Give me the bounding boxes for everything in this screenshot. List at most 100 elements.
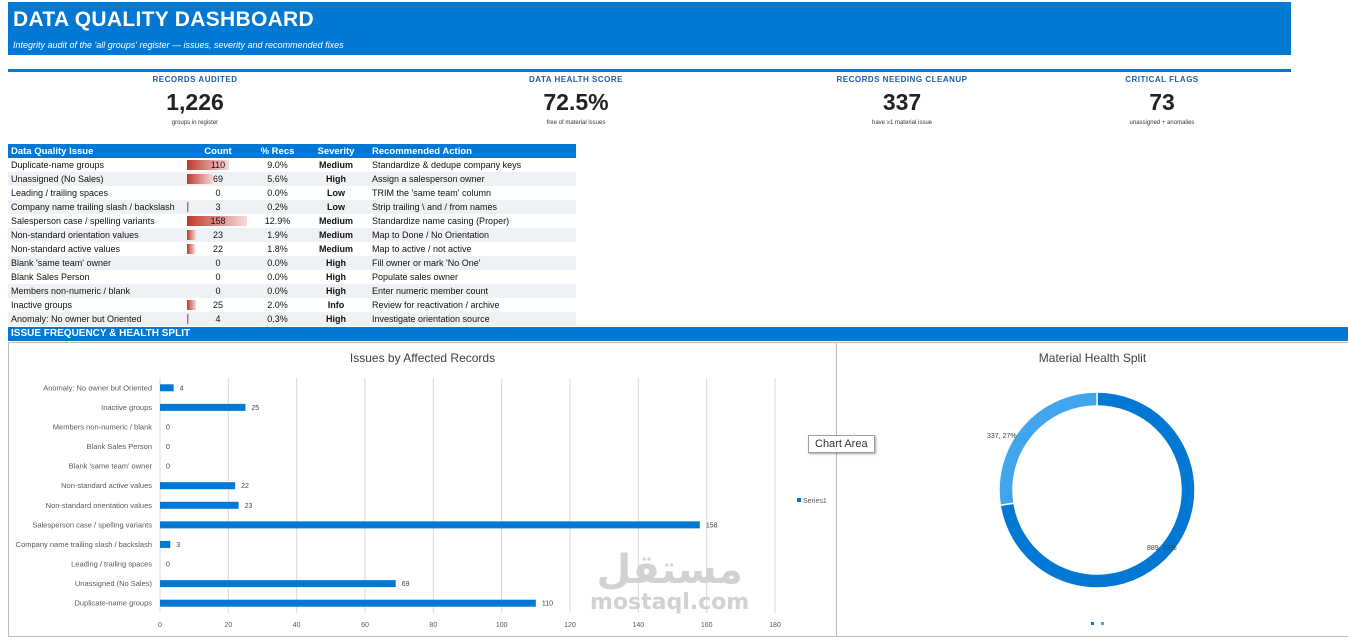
pct-cell[interactable]: 0.0% <box>252 284 303 298</box>
action-cell[interactable]: Fill owner or mark 'No One' <box>369 256 576 270</box>
pct-cell[interactable]: 2.0% <box>267 300 288 310</box>
action-cell[interactable]: Strip trailing \ and / from names <box>369 200 576 214</box>
header-pct[interactable]: % Recs <box>252 144 303 158</box>
count-cell[interactable]: 158 <box>184 214 252 228</box>
severity-cell[interactable]: High <box>303 284 369 298</box>
severity-cell[interactable]: Medium <box>303 228 369 242</box>
bar <box>160 384 174 392</box>
count-cell[interactable]: 25 <box>184 298 252 312</box>
header-count[interactable]: Count <box>184 144 252 158</box>
count-cell[interactable]: 3 <box>184 200 252 214</box>
count-cell[interactable]: 0 <box>184 186 252 200</box>
bar-chart-area[interactable]: Issues by Affected Records 0 20 40 60 80 100 1… <box>8 342 837 637</box>
count-cell[interactable]: 22 <box>184 242 252 256</box>
count-cell[interactable]: 110 <box>184 158 252 172</box>
action-cell[interactable]: Standardize & dedupe company keys <box>372 160 522 170</box>
pct-cell[interactable]: 0.0% <box>267 188 288 198</box>
issue-cell[interactable]: Blank 'same team' owner <box>8 256 184 270</box>
action-cell[interactable]: Investigate orientation source <box>369 312 576 326</box>
x-tick-label: 0 <box>158 622 162 629</box>
donut-chart-area[interactable]: Material Health Split 337, 27% 889, 73% <box>836 342 1348 637</box>
category-label: Leading / trailing spaces <box>71 560 152 569</box>
table-row: Leading / trailing spaces 0 0.0% Low TRIM th… <box>8 186 576 200</box>
table-row: Company name trailing slash / backslash 3… <box>8 200 576 214</box>
slice-label: 337, 27% <box>987 433 1017 440</box>
action-cell[interactable]: Assign a salesperson owner <box>369 172 576 186</box>
header-action[interactable]: Recommended Action <box>369 144 576 158</box>
severity-cell[interactable]: High <box>303 312 369 326</box>
issue-cell[interactable]: Unassigned (No Sales) <box>8 172 184 186</box>
kpi-critical-flags: CRITICAL FLAGS 73 unassigned + anomalies <box>1052 72 1272 126</box>
severity-cell[interactable]: Low <box>303 200 369 214</box>
count-cell[interactable]: 0 <box>184 256 252 270</box>
severity-cell[interactable]: Info <box>327 300 345 310</box>
kpi-sub: unassigned + anomalies <box>1129 120 1195 126</box>
action-cell[interactable]: TRIM the 'same team' column <box>372 188 491 198</box>
pct-cell[interactable]: 12.9% <box>264 216 291 226</box>
data-label: 4 <box>180 385 184 392</box>
watermark-latin: mostaql.com <box>590 590 750 615</box>
data-label: 23 <box>245 503 253 510</box>
header-severity[interactable]: Severity <box>303 144 369 158</box>
issue-cell[interactable]: Company name trailing slash / backslash <box>8 200 184 214</box>
category-label: Non-standard active values <box>61 481 152 490</box>
count-value: 4 <box>215 314 221 324</box>
count-cell[interactable]: 69 <box>184 172 252 186</box>
issue-cell[interactable]: Non-standard orientation values <box>8 228 184 242</box>
data-label: 0 <box>166 424 170 431</box>
issue-cell[interactable]: Inactive groups <box>11 300 73 310</box>
x-tick-label: 100 <box>496 622 508 629</box>
header-issue[interactable]: Data Quality Issue <box>8 144 184 158</box>
pct-cell[interactable]: 5.6% <box>252 172 303 186</box>
severity-cell[interactable]: High <box>303 256 369 270</box>
severity-cell[interactable]: High <box>326 272 346 282</box>
bar <box>160 482 236 490</box>
issue-cell[interactable]: Members non-numeric / blank <box>8 284 184 298</box>
severity-cell[interactable]: Medium <box>318 216 353 226</box>
issue-cell[interactable]: Non-standard active values <box>11 244 121 254</box>
severity-cell[interactable]: High <box>303 172 369 186</box>
issue-cell[interactable]: Anomaly: No owner but Oriented <box>8 312 184 326</box>
kpi-sub: have ≥1 material issue <box>872 120 932 126</box>
count-value: 0 <box>215 286 221 296</box>
severity-cell[interactable]: Medium <box>318 160 353 170</box>
issue-cell[interactable]: Leading / trailing spaces <box>11 188 109 198</box>
pct-cell[interactable]: 0.3% <box>252 312 303 326</box>
pct-cell[interactable]: 1.8% <box>267 244 288 254</box>
count-value: 25 <box>212 300 223 310</box>
issue-cell[interactable]: Duplicate-name groups <box>11 160 105 170</box>
action-cell[interactable]: Review for reactivation / archive <box>372 300 500 310</box>
data-label: 0 <box>166 562 170 569</box>
watermark-arabic: مستقل <box>596 547 743 593</box>
action-cell[interactable]: Map to Done / No Orientation <box>369 228 576 242</box>
pct-cell[interactable]: 9.0% <box>267 160 288 170</box>
kpi-sub: free of material issues <box>546 120 606 126</box>
action-cell[interactable]: Standardize name casing (Proper) <box>372 216 510 226</box>
pct-cell[interactable]: 1.9% <box>252 228 303 242</box>
action-cell[interactable]: Enter numeric member count <box>369 284 576 298</box>
table-row: Non-standard orientation values 23 1.9% Med… <box>8 228 576 242</box>
donut-chart-svg: 337, 27% 889, 73% <box>987 391 1196 625</box>
legend-swatch <box>1101 622 1104 625</box>
pct-cell[interactable]: 0.0% <box>267 272 288 282</box>
severity-cell[interactable]: Low <box>327 188 345 198</box>
pct-cell[interactable]: 0.2% <box>252 200 303 214</box>
data-label: 158 <box>706 522 718 529</box>
count-cell[interactable]: 0 <box>184 270 252 284</box>
count-cell[interactable]: 4 <box>184 312 252 326</box>
issue-cell[interactable]: Salesperson case / spelling variants <box>11 216 155 226</box>
x-tick-label: 160 <box>701 622 713 629</box>
count-value: 22 <box>212 244 223 254</box>
action-cell[interactable]: Populate sales owner <box>372 272 459 282</box>
issue-cell[interactable]: Blank Sales Person <box>11 272 90 282</box>
pct-cell[interactable]: 0.0% <box>252 256 303 270</box>
count-value: 23 <box>212 230 223 240</box>
count-cell[interactable]: 23 <box>184 228 252 242</box>
count-cell[interactable]: 0 <box>184 284 252 298</box>
data-label: 110 <box>542 601 553 608</box>
category-label: Inactive groups <box>101 403 152 412</box>
bar <box>160 403 246 411</box>
action-cell[interactable]: Map to active / not active <box>372 244 472 254</box>
severity-cell[interactable]: Medium <box>318 244 353 254</box>
count-databar <box>187 202 189 212</box>
